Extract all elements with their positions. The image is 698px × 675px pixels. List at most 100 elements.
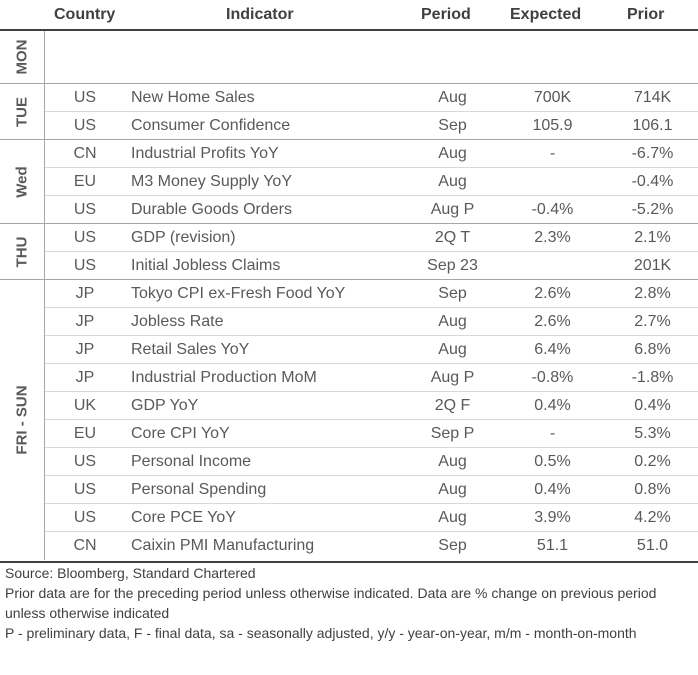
expected-cell: 3.9% <box>534 509 571 526</box>
table-row: US Personal Income Aug 0.5% 0.2% <box>45 448 698 476</box>
indicator-cell: Industrial Profits YoY <box>131 145 279 162</box>
table-row: CN Caixin PMI Manufacturing Sep 51.1 51.0 <box>45 532 698 560</box>
period-cell: Aug <box>438 341 467 358</box>
table-row: US Initial Jobless Claims Sep 23 201K <box>45 252 698 280</box>
expected-cell: 0.4% <box>534 481 571 498</box>
header-prior: Prior <box>627 6 665 23</box>
day-group: TUE US New Home Sales Aug 700K 714K US Consumer… <box>0 84 698 140</box>
prior-cell: -1.8% <box>631 369 674 386</box>
country-cell: CN <box>73 537 97 554</box>
source-note: Source: Bloomberg, Standard Chartered <box>5 565 256 581</box>
indicator-cell: Personal Spending <box>131 481 267 498</box>
period-cell: Aug <box>438 145 467 162</box>
prior-cell: 106.1 <box>632 117 673 134</box>
period-cell: Sep <box>438 285 467 302</box>
period-cell: Aug <box>438 313 467 330</box>
day-divider <box>44 280 45 560</box>
period-cell: Aug <box>438 509 467 526</box>
period-cell: Aug <box>438 173 467 190</box>
indicator-cell: Caixin PMI Manufacturing <box>131 537 315 554</box>
expected-cell: - <box>549 145 556 162</box>
period-cell: Aug P <box>430 369 475 386</box>
table-row: JP Jobless Rate Aug 2.6% 2.7% <box>45 308 698 336</box>
country-cell: EU <box>73 173 97 190</box>
table-row: US Personal Spending Aug 0.4% 0.8% <box>45 476 698 504</box>
header-expected: Expected <box>510 6 582 23</box>
day-group: MON <box>0 31 698 84</box>
expected-cell: 2.6% <box>534 313 571 330</box>
period-cell: Sep P <box>430 425 475 442</box>
expected-cell: 2.6% <box>534 285 571 302</box>
prior-cell: 714K <box>633 89 672 106</box>
prior-cell: 51.0 <box>636 537 669 554</box>
indicator-cell: Durable Goods Orders <box>131 201 292 218</box>
day-label-text: THU <box>13 236 31 267</box>
day-label: THU <box>0 224 44 279</box>
day-group: FRI - SUN JP Tokyo CPI ex-Fresh Food YoY Se… <box>0 280 698 560</box>
expected-cell: 2.3% <box>534 229 571 246</box>
period-cell: Sep 23 <box>427 257 478 274</box>
country-cell: JP <box>75 313 95 330</box>
indicator-cell: M3 Money Supply YoY <box>131 173 292 190</box>
table-row: US Consumer Confidence Sep 105.9 106.1 <box>45 112 698 140</box>
indicator-cell: Core CPI YoY <box>131 425 230 442</box>
country-cell: CN <box>73 145 97 162</box>
day-label-text: MON <box>13 39 31 75</box>
expected-cell: -0.8% <box>531 369 574 386</box>
day-group: Wed CN Industrial Profits YoY Aug - -6.7% EU M3… <box>0 140 698 224</box>
country-cell: US <box>73 453 97 470</box>
period-cell: Sep <box>438 117 467 134</box>
prior-cell: 4.2% <box>634 509 671 526</box>
prior-cell: 0.2% <box>634 453 671 470</box>
table-row: US New Home Sales Aug 700K 714K <box>45 84 698 112</box>
table-row: CN Industrial Profits YoY Aug - -6.7% <box>45 140 698 168</box>
header-indicator: Indicator <box>226 6 294 23</box>
expected-cell: 700K <box>533 89 572 106</box>
prior-cell: 2.7% <box>634 313 671 330</box>
table-row: JP Tokyo CPI ex-Fresh Food YoY Sep 2.6% 2.8% <box>45 280 698 308</box>
indicator-cell: Retail Sales YoY <box>131 341 250 358</box>
day-divider <box>44 31 45 83</box>
indicator-cell: Industrial Production MoM <box>131 369 317 386</box>
day-label-text: FRI - SUN <box>13 385 31 455</box>
country-cell: UK <box>73 397 97 414</box>
day-label-text: TUE <box>13 96 31 127</box>
expected-cell: -0.4% <box>531 201 574 218</box>
expected-cell: 6.4% <box>534 341 571 358</box>
prior-cell: 5.3% <box>634 425 671 442</box>
header-rule <box>0 29 698 31</box>
country-cell: JP <box>75 285 95 302</box>
country-cell: US <box>73 201 97 218</box>
table-row: US Core PCE YoY Aug 3.9% 4.2% <box>45 504 698 532</box>
day-label: MON <box>0 31 44 83</box>
table-row: UK GDP YoY 2Q F 0.4% 0.4% <box>45 392 698 420</box>
day-label-text: Wed <box>13 165 31 198</box>
country-cell: US <box>73 481 97 498</box>
expected-cell: - <box>549 425 556 442</box>
prior-data-note: Prior data are for the preceding period … <box>5 585 657 621</box>
table-row: US GDP (revision) 2Q T 2.3% 2.1% <box>45 224 698 252</box>
abbreviation-note: P - preliminary data, F - final data, sa… <box>5 625 637 641</box>
prior-cell: -0.4% <box>631 173 674 190</box>
period-cell: Aug <box>438 453 467 470</box>
period-cell: Aug P <box>430 201 475 218</box>
period-cell: 2Q T <box>434 229 471 246</box>
indicator-cell: GDP (revision) <box>131 229 236 246</box>
prior-cell: 6.8% <box>634 341 671 358</box>
country-cell: JP <box>75 341 95 358</box>
day-divider <box>44 140 45 223</box>
footnotes: Source: Bloomberg, Standard Chartered Pr… <box>5 563 695 643</box>
header-period: Period <box>421 6 471 23</box>
indicator-cell: Tokyo CPI ex-Fresh Food YoY <box>131 285 346 302</box>
day-label: TUE <box>0 84 44 139</box>
indicator-cell: Jobless Rate <box>131 313 224 330</box>
day-divider <box>44 84 45 139</box>
day-divider <box>44 224 45 279</box>
country-cell: US <box>73 89 97 106</box>
day-label: Wed <box>0 140 44 223</box>
table-row: EU M3 Money Supply YoY Aug -0.4% <box>45 168 698 196</box>
country-cell: JP <box>75 369 95 386</box>
table-row: JP Industrial Production MoM Aug P -0.8% -1.… <box>45 364 698 392</box>
expected-cell: 105.9 <box>532 117 573 134</box>
